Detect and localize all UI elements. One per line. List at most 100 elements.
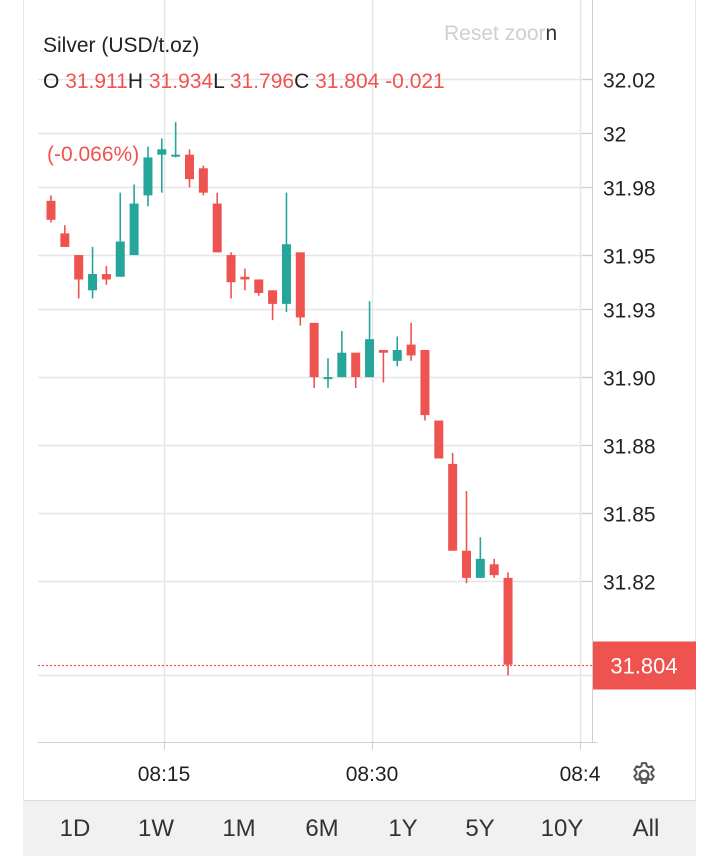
low-label: L	[213, 70, 225, 93]
candle-body	[185, 154, 194, 180]
candle-body	[503, 577, 513, 665]
ohlc-readout: O 31.911H 31.934L 31.796C 31.804 -0.021 …	[43, 64, 445, 166]
candle	[129, 184, 139, 256]
y-tick-label: 31.88	[603, 436, 656, 459]
candle	[88, 246, 98, 299]
change-value: -0.021	[385, 70, 445, 93]
candle-body	[60, 233, 70, 247]
candle	[448, 453, 458, 551]
candle-body	[351, 352, 361, 378]
timeframe-all[interactable]: All	[632, 815, 660, 842]
change-percent: (-0.066%)	[47, 143, 140, 166]
timeframe-1m[interactable]: 1M	[222, 815, 256, 842]
candle	[351, 352, 361, 388]
timeframe-1d[interactable]: 1D	[59, 815, 91, 842]
timeframe-1w[interactable]: 1W	[138, 815, 174, 842]
candle	[503, 572, 513, 676]
candle	[420, 350, 430, 421]
y-tick-label: 31.98	[603, 178, 656, 201]
candle-body	[295, 252, 305, 318]
candle-body	[448, 463, 458, 551]
candle-body	[323, 377, 333, 380]
candle	[281, 192, 291, 313]
y-tick-label: 32	[603, 124, 626, 147]
candle-body	[378, 350, 388, 353]
last-price-tag	[593, 641, 696, 690]
reset-zoom-tail: n	[545, 22, 558, 45]
candle	[240, 268, 250, 291]
y-tick-label: 31.85	[603, 504, 656, 527]
reset-zoom-button[interactable]: Reset zoorn	[444, 22, 557, 46]
candle	[185, 149, 194, 188]
candle-body	[212, 203, 222, 253]
close-label: C	[294, 70, 310, 93]
timeframe-bar	[23, 800, 696, 856]
y-tick-label: 31.82	[603, 572, 656, 595]
low-value: 31.796	[229, 70, 295, 93]
candle	[309, 322, 319, 388]
candle	[74, 255, 84, 299]
high-value: 31.934	[148, 70, 214, 93]
axes: 32.02 32 31.98 31.95 31.93 31.90 31.88 31.85 31.…	[38, 0, 696, 786]
candle	[475, 537, 485, 578]
candle	[462, 491, 471, 584]
candlestick-chart[interactable]: 32.02 32 31.98 31.95 31.93 31.90 31.88 31.85 31.…	[0, 0, 720, 800]
candle	[101, 265, 111, 285]
candle-body	[462, 550, 471, 578]
candle	[254, 279, 264, 296]
candle-body	[171, 154, 181, 157]
candle-body	[489, 564, 499, 576]
x-tick-label: 08:30	[346, 763, 399, 786]
candle	[295, 252, 305, 326]
timeframe-5y[interactable]: 5Y	[465, 815, 495, 842]
candle	[115, 192, 125, 277]
y-tick-label: 32.02	[603, 70, 656, 93]
chart-legend: Silver (USD/t.oz) O 31.911H 31.934L 31.7…	[43, 28, 445, 166]
y-tick-label: 31.95	[603, 246, 656, 269]
candle	[392, 336, 402, 367]
candle-body	[226, 255, 236, 283]
candle	[323, 358, 333, 388]
candle-body	[101, 274, 111, 280]
y-tick-label: 31.90	[603, 368, 656, 391]
candle	[337, 331, 347, 378]
candle-body	[115, 241, 125, 277]
timeframe-1y[interactable]: 1Y	[388, 815, 418, 842]
candle-body	[157, 149, 167, 155]
high-label: H	[127, 70, 144, 93]
candle-body	[46, 200, 56, 220]
candle-body	[88, 274, 98, 291]
instrument-title: Silver (USD/t.oz)	[43, 34, 200, 57]
candle-body	[365, 339, 375, 378]
candle-body	[392, 350, 402, 361]
candle	[378, 350, 388, 383]
candle	[157, 138, 167, 193]
candle	[365, 301, 375, 378]
open-label: O	[43, 70, 60, 93]
reset-zoom-label: Reset zoor	[444, 22, 546, 45]
candle-body	[281, 244, 291, 304]
close-value: 31.804	[315, 70, 380, 93]
candle	[434, 420, 444, 459]
candle	[212, 192, 222, 253]
gear-icon[interactable]	[629, 760, 659, 790]
chart-frame-left	[23, 0, 24, 800]
candle-body	[254, 279, 264, 294]
candle-body	[475, 558, 485, 578]
candle-body	[420, 350, 430, 416]
candle-body	[268, 290, 278, 304]
candle-body	[337, 352, 347, 378]
candle	[60, 225, 70, 247]
last-price-label: 31.804	[610, 654, 677, 679]
candle	[489, 558, 499, 578]
candle-body	[143, 157, 153, 196]
candle-body	[198, 168, 208, 193]
timeframe-10y[interactable]: 10Y	[540, 815, 584, 842]
chart-frame-right	[695, 0, 696, 800]
candle	[226, 252, 236, 299]
candle	[198, 165, 208, 196]
candle	[406, 322, 416, 361]
open-value: 31.911	[65, 70, 128, 93]
timeframe-6m[interactable]: 6M	[305, 815, 339, 842]
x-tick-label: 08:15	[138, 763, 191, 786]
